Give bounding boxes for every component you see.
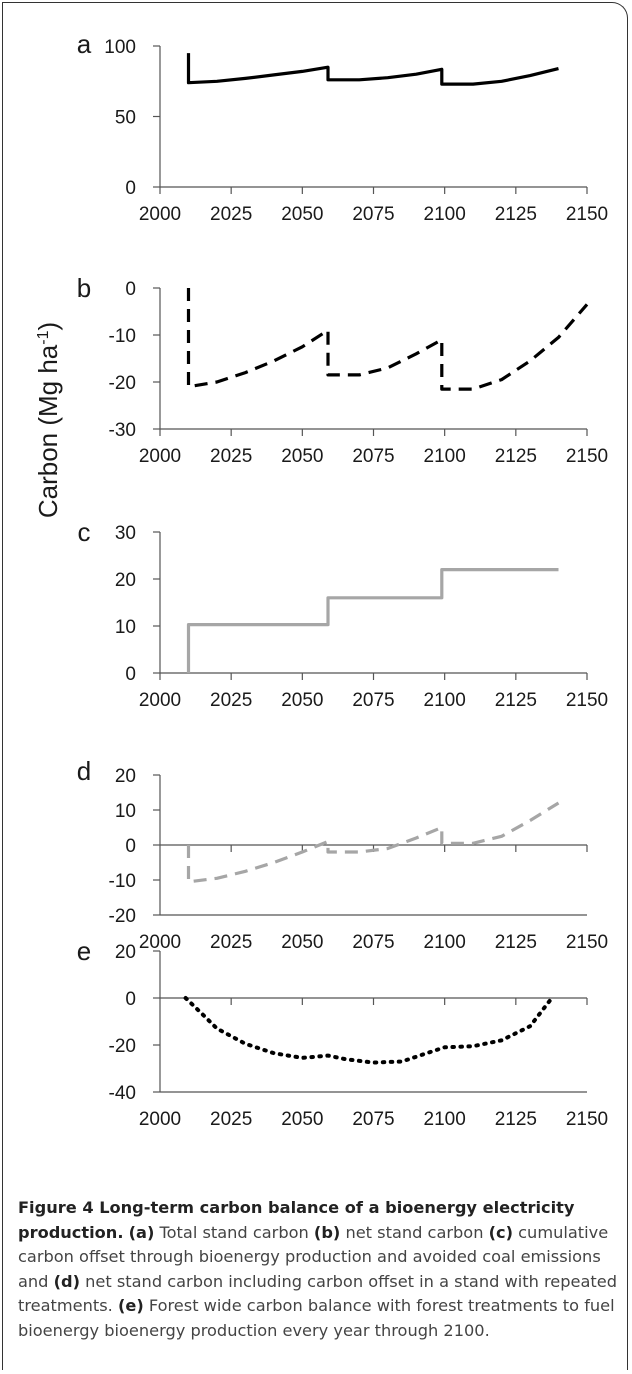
x-tick-label: 2075 — [352, 446, 394, 467]
x-tick-label: 2125 — [495, 690, 537, 711]
x-tick-label: 2150 — [566, 690, 608, 711]
y-tick-label: 20 — [115, 766, 136, 787]
caption-part-0: (a) — [128, 1222, 155, 1242]
y-tick-label: -10 — [109, 326, 136, 347]
x-tick-label: 2050 — [281, 1109, 323, 1130]
panel-c: c 0 10 20 30 2000 2025 2050 2075 2100 2125 2150 — [78, 517, 609, 711]
y-tick-label: 0 — [125, 664, 136, 685]
x-tick-label: 2025 — [210, 446, 252, 467]
x-tick-label: 2050 — [281, 690, 323, 711]
y-tick-label: -40 — [109, 1083, 136, 1104]
y-axis-label: Carbon (Mg ha-1) — [33, 322, 63, 518]
x-tick-label: 2100 — [424, 932, 466, 953]
x-tick-label: 2150 — [566, 932, 608, 953]
caption-part-2: (b) — [313, 1222, 341, 1242]
y-tick-label: 0 — [125, 178, 136, 199]
caption-part-1: Total stand carbon — [154, 1222, 314, 1242]
caption-title: Figure 4 Long-term carbon balance of a b… — [18, 1198, 575, 1242]
x-tick-label: 2150 — [566, 204, 608, 225]
panel-letter-b: b — [77, 273, 91, 303]
panel-a: a 0 50 100 2000 2025 2050 2075 2100 2125 2150 — [77, 29, 608, 225]
panel-letter-d: d — [77, 756, 91, 786]
y-tick-label: 0 — [125, 989, 136, 1010]
x-tick-label: 2075 — [352, 1109, 394, 1130]
panel-b: b -30 -20 -10 0 2000 2025 2050 2075 2100 2125 2150 — [77, 273, 608, 467]
y-tick-label: -10 — [109, 871, 136, 892]
panel-letter-a: a — [77, 29, 92, 59]
y-tick-label: 0 — [125, 836, 136, 857]
x-tick-label: 2025 — [210, 932, 252, 953]
x-tick-label: 2150 — [566, 446, 608, 467]
y-tick-label: 100 — [104, 37, 136, 58]
caption-part-7: net stand carbon including carbon offset… — [18, 1271, 617, 1316]
y-tick-label: 0 — [125, 279, 136, 300]
x-tick-label: 2125 — [495, 204, 537, 225]
x-tick-label: 2025 — [210, 1109, 252, 1130]
series-line-a — [186, 53, 559, 86]
x-tick-label: 2100 — [424, 1109, 466, 1130]
x-tick-label: 2050 — [281, 446, 323, 467]
x-tick-label: 2025 — [210, 204, 252, 225]
y-tick-label: 20 — [115, 942, 136, 963]
panel-letter-c: c — [78, 517, 91, 547]
series-line-b — [186, 288, 589, 391]
caption-part-9: Forest wide carbon balance with forest t… — [18, 1296, 615, 1340]
x-tick-label: 2100 — [424, 446, 466, 467]
x-tick-label: 2000 — [139, 690, 181, 711]
y-tick-label: 10 — [115, 801, 136, 822]
y-tick-label: -20 — [109, 373, 136, 394]
x-tick-label: 2075 — [352, 204, 394, 225]
x-tick-label: 2125 — [495, 1109, 537, 1130]
y-tick-label: 50 — [115, 108, 136, 129]
y-tick-label: -20 — [109, 906, 136, 927]
x-tick-label: 2100 — [424, 204, 466, 225]
caption-part-6: (d) — [53, 1271, 80, 1291]
x-tick-label: 2050 — [281, 204, 323, 225]
x-tick-label: 2000 — [139, 446, 181, 467]
caption-part-8: (e) — [117, 1296, 144, 1315]
x-tick-label: 2075 — [352, 932, 394, 953]
series-line-e — [183, 996, 552, 1065]
x-tick-label: 2000 — [139, 932, 181, 953]
caption-part-4: (c) — [488, 1222, 514, 1242]
y-tick-label: -30 — [109, 420, 136, 441]
series-line-d — [186, 801, 560, 884]
x-tick-label: 2075 — [352, 690, 394, 711]
panel-e: e -40 -20 0 20 2000 2025 2050 2075 2100 2125 2150 — [77, 936, 608, 1130]
x-tick-label: 2050 — [281, 932, 323, 953]
panel-d: d -20 -10 0 10 20 2000 2025 2050 2075 2100 2125 2150 — [77, 756, 608, 953]
y-tick-label: 20 — [115, 570, 136, 591]
x-tick-label: 2125 — [495, 446, 537, 467]
y-tick-label: 30 — [115, 523, 136, 544]
caption-part-3: net stand carbon — [340, 1222, 489, 1242]
figure-caption: Figure 4 Long-term carbon balance of a b… — [18, 1196, 618, 1343]
x-tick-label: 2000 — [139, 1109, 181, 1130]
panel-letter-e: e — [77, 936, 91, 966]
x-tick-label: 2100 — [424, 690, 466, 711]
y-tick-label: 10 — [115, 617, 136, 638]
x-tick-label: 2025 — [210, 690, 252, 711]
y-tick-label: -20 — [109, 1036, 136, 1057]
x-tick-label: 2150 — [566, 1109, 608, 1130]
series-line-c — [186, 568, 559, 673]
caption-part-5: cumulative carbon offset through bioener… — [18, 1222, 609, 1291]
x-tick-label: 2000 — [139, 204, 181, 225]
x-tick-label: 2125 — [495, 932, 537, 953]
